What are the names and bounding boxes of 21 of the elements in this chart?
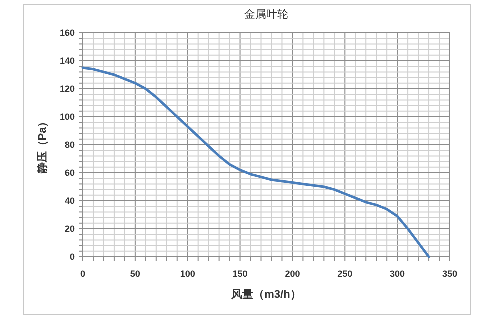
y-tick-label: 100 — [60, 112, 75, 122]
y-tick-label: 120 — [60, 84, 75, 94]
y-tick-label: 140 — [60, 56, 75, 66]
y-axis-title: 静压（Pa） — [36, 116, 49, 175]
y-tick-label: 0 — [70, 252, 75, 262]
y-tick-label: 160 — [60, 28, 75, 38]
y-tick-label: 60 — [64, 168, 75, 178]
x-tick-label: 150 — [232, 269, 248, 279]
y-tick-label: 40 — [64, 196, 75, 206]
x-tick-label: 350 — [442, 269, 458, 279]
x-axis-title: 风量（m3/h） — [230, 289, 302, 301]
x-tick-label: 250 — [338, 269, 353, 279]
line-series — [82, 66, 430, 258]
y-tick-label: 80 — [64, 140, 75, 150]
x-tick-label: 300 — [390, 269, 406, 279]
y-tick-label: 20 — [64, 224, 75, 234]
x-tick-label: 100 — [180, 269, 196, 279]
chart-title: 金属叶轮 — [244, 8, 288, 21]
x-tick-label: 50 — [130, 269, 140, 279]
x-tick-label: 200 — [285, 269, 300, 279]
x-tick-label: 0 — [80, 269, 86, 279]
